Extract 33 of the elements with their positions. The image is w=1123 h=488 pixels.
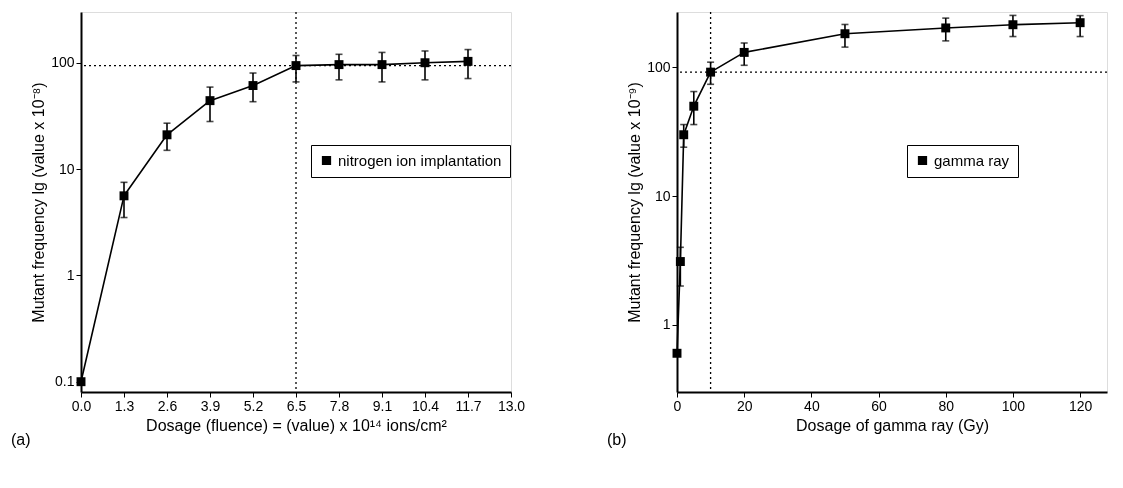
y-tick-label: 1	[66, 266, 75, 283]
x-tick-label: 100	[1001, 397, 1026, 414]
text: (a)	[11, 431, 31, 448]
x-tick-label: 0	[673, 397, 682, 414]
x-tick-label: 80	[938, 397, 955, 414]
y-tick-label: 10	[654, 187, 671, 204]
x-tick-label: 13.0	[497, 397, 526, 414]
x-tick-label: 0.0	[71, 397, 92, 414]
x-tick-label: 6.5	[286, 397, 307, 414]
x-tick-label: 9.1	[372, 397, 393, 414]
x-tick-label: 20	[736, 397, 753, 414]
x-tick-label: 1.3	[114, 397, 135, 414]
y-tick-label: 100	[51, 54, 75, 71]
x-axis-title: Dosage of gamma ray (Gy)	[796, 416, 989, 434]
x-tick-label: 60	[871, 397, 888, 414]
x-tick-label: 3.9	[200, 397, 221, 414]
x-tick-label: 40	[804, 397, 820, 414]
text: (b)	[607, 431, 627, 448]
legend-label: nitrogen ion implantation	[338, 151, 502, 169]
x-tick-label: 7.8	[329, 397, 350, 414]
x-tick-label: 10.4	[411, 397, 440, 414]
y-axis-title: Mutant frequency lg (value x 10⁻⁹)	[626, 82, 644, 323]
x-tick-label: 5.2	[243, 397, 264, 414]
x-tick-label: 120	[1068, 397, 1093, 414]
legend-label: gamma ray	[934, 151, 1010, 169]
x-tick-label: 11.7	[455, 397, 482, 414]
y-tick-label: 1	[662, 316, 671, 333]
y-tick-label: 0.1	[55, 373, 75, 390]
x-axis-title: Dosage (fluence) = (value) x 10¹⁴ ions/cm²	[146, 416, 448, 434]
y-axis-title: Mutant frequency lg (value x 10⁻⁸)	[30, 82, 48, 323]
y-tick-label: 100	[647, 58, 671, 75]
y-tick-label: 10	[58, 160, 75, 177]
x-tick-label: 2.6	[157, 397, 178, 414]
